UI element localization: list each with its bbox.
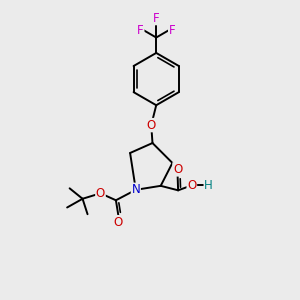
Text: F: F — [169, 24, 175, 37]
Text: O: O — [114, 216, 123, 229]
Text: F: F — [137, 24, 144, 37]
Text: F: F — [153, 12, 160, 25]
Text: O: O — [173, 163, 182, 176]
Text: O: O — [147, 118, 156, 132]
Text: O: O — [187, 179, 196, 192]
Text: H: H — [204, 179, 213, 192]
Text: N: N — [131, 183, 140, 196]
Text: O: O — [96, 187, 105, 200]
